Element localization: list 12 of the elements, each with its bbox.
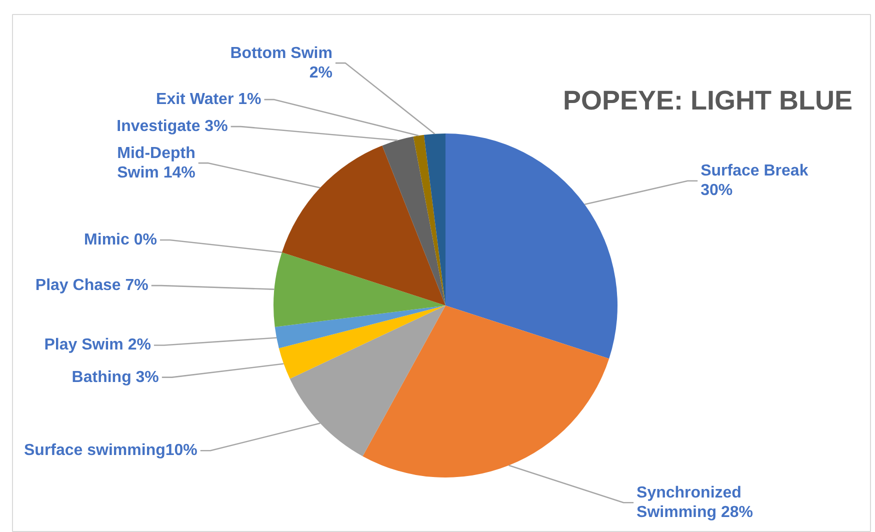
slice-label: Investigate 3% xyxy=(116,118,228,136)
slice-label: Play Swim 2% xyxy=(44,336,151,354)
category-label: Mimic 0% xyxy=(84,231,157,248)
slice-label: Mid-Depth Swim 14% xyxy=(117,144,196,182)
slice-label: Bathing 3% xyxy=(72,368,159,386)
slice-label: Exit Water 1% xyxy=(156,91,262,108)
slice-label: Surface swimming10% xyxy=(24,442,198,460)
slice-label: Bottom Swim 2% xyxy=(230,44,332,82)
slice-label: Synchronized Swimming 28% xyxy=(636,484,754,521)
slice-label: Play Chase 7% xyxy=(35,277,148,294)
text: POPEYE: LIGHT BLUE xyxy=(562,86,853,116)
slice-label: Surface Break 30% xyxy=(700,162,808,200)
